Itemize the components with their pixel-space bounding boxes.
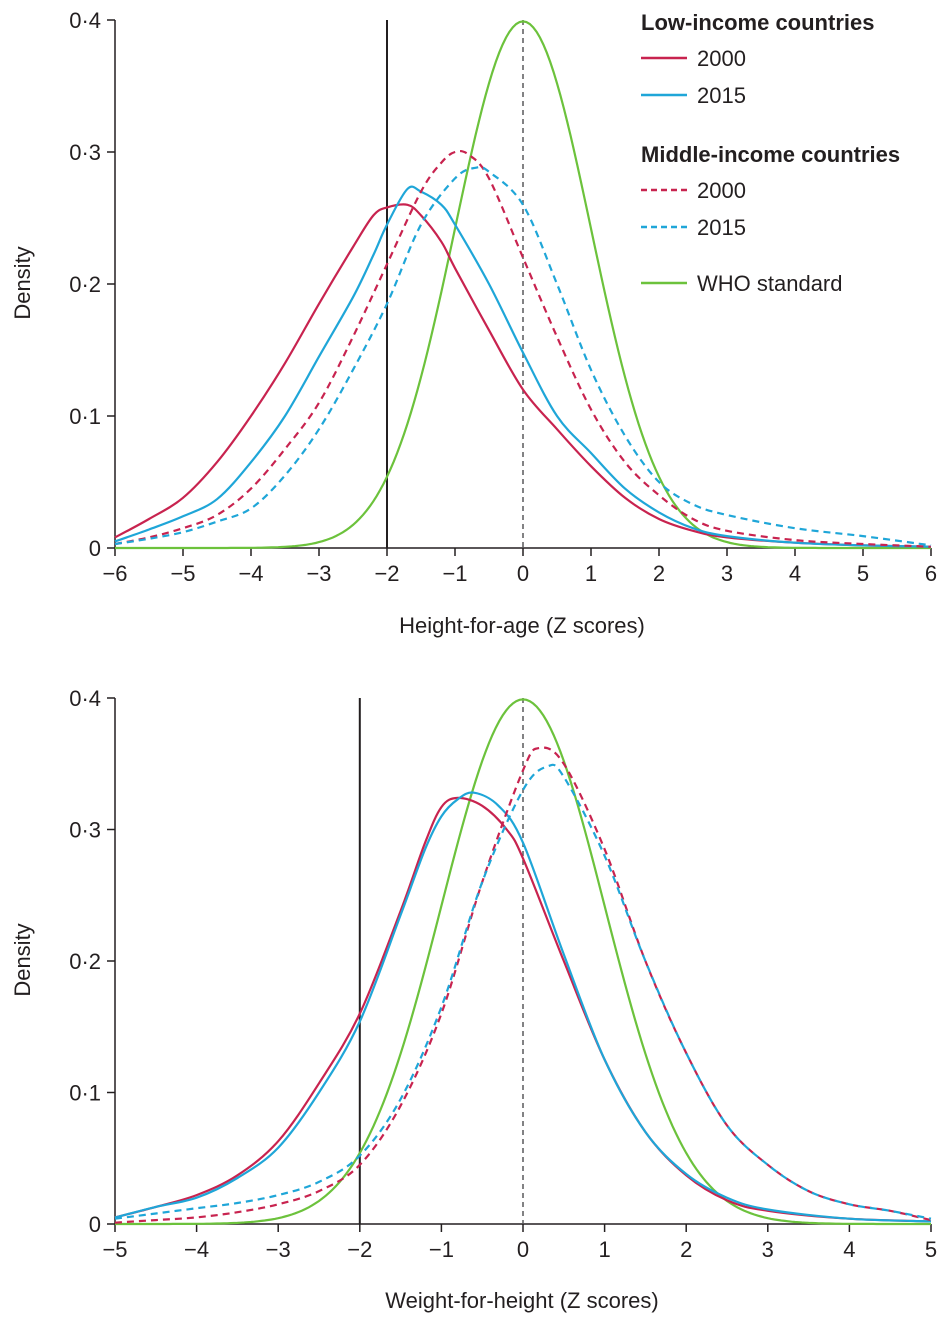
x-tick-label: −4	[184, 1237, 209, 1262]
who-standard-curve	[115, 20, 931, 550]
series-low2000-curve	[114, 203, 932, 548]
y-tick-label: 0·4	[69, 8, 101, 33]
series-mid2000-curve	[114, 149, 932, 548]
x-tick-label: 5	[925, 1237, 937, 1262]
who-standard-curve	[115, 698, 931, 1226]
legend-who-label: WHO standard	[697, 271, 843, 296]
x-tick-label: 3	[762, 1237, 774, 1262]
y-tick-label: 0	[89, 536, 101, 561]
legend-middle-income-heading: Middle-income countries	[641, 142, 900, 167]
x-tick-label: −1	[429, 1237, 454, 1262]
x-tick-label: −2	[347, 1237, 372, 1262]
y-tick-label: 0·3	[69, 818, 101, 843]
x-tick-label: −4	[238, 561, 263, 586]
x-tick-label: 6	[925, 561, 937, 586]
y-tick-label: 0·2	[69, 949, 101, 974]
y-tick-label: 0	[89, 1212, 101, 1237]
legend-mid-2000-label: 2000	[697, 178, 746, 203]
y-tick-label: 0·1	[69, 1081, 101, 1106]
legend: Low-income countries 2000 2015 Middle-in…	[641, 10, 900, 296]
x-tick-label: −5	[170, 561, 195, 586]
series-mid2000-curve	[114, 746, 932, 1224]
x-tick-label: 5	[857, 561, 869, 586]
x-tick-label: −1	[442, 561, 467, 586]
x-tick-label: 3	[721, 561, 733, 586]
x-tick-label: −3	[266, 1237, 291, 1262]
series-mid2015-curve	[114, 763, 932, 1220]
x-tick-label: 1	[585, 561, 597, 586]
legend-mid-2015-label: 2015	[697, 215, 746, 240]
series-mid2015-curve	[114, 165, 932, 547]
y-axis-title-bottom: Density	[10, 923, 35, 996]
y-tick-label: 0·2	[69, 272, 101, 297]
x-tick-label: −3	[306, 561, 331, 586]
x-tick-label: −2	[374, 561, 399, 586]
y-tick-label: 0·4	[69, 686, 101, 711]
y-tick-label: 0·3	[69, 140, 101, 165]
x-tick-label: 4	[789, 561, 801, 586]
x-tick-label: 2	[653, 561, 665, 586]
y-axis-title-top: Density	[10, 246, 35, 319]
x-tick-label: 4	[843, 1237, 855, 1262]
x-axis-title-bottom: Weight-for-height (Z scores)	[385, 1288, 658, 1313]
series-low2015-curve	[114, 791, 932, 1223]
x-tick-label: −6	[102, 561, 127, 586]
x-tick-label: 0	[517, 561, 529, 586]
series-low2015-curve	[114, 185, 932, 548]
y-tick-label: 0·1	[69, 404, 101, 429]
legend-low-2000-label: 2000	[697, 46, 746, 71]
x-tick-label: −5	[102, 1237, 127, 1262]
x-tick-label: 2	[680, 1237, 692, 1262]
weight-for-height-panel: Density Weight-for-height (Z scores) 0 0·…	[10, 686, 937, 1313]
x-axis-title-top: Height-for-age (Z scores)	[399, 613, 645, 638]
x-tick-label: 0	[517, 1237, 529, 1262]
series-low2000-curve	[114, 796, 932, 1223]
legend-low-2015-label: 2015	[697, 83, 746, 108]
height-for-age-panel: Density Height-for-age (Z scores) 0 0·1 0·…	[10, 8, 937, 638]
x-tick-label: 1	[598, 1237, 610, 1262]
legend-low-income-heading: Low-income countries	[641, 10, 874, 35]
